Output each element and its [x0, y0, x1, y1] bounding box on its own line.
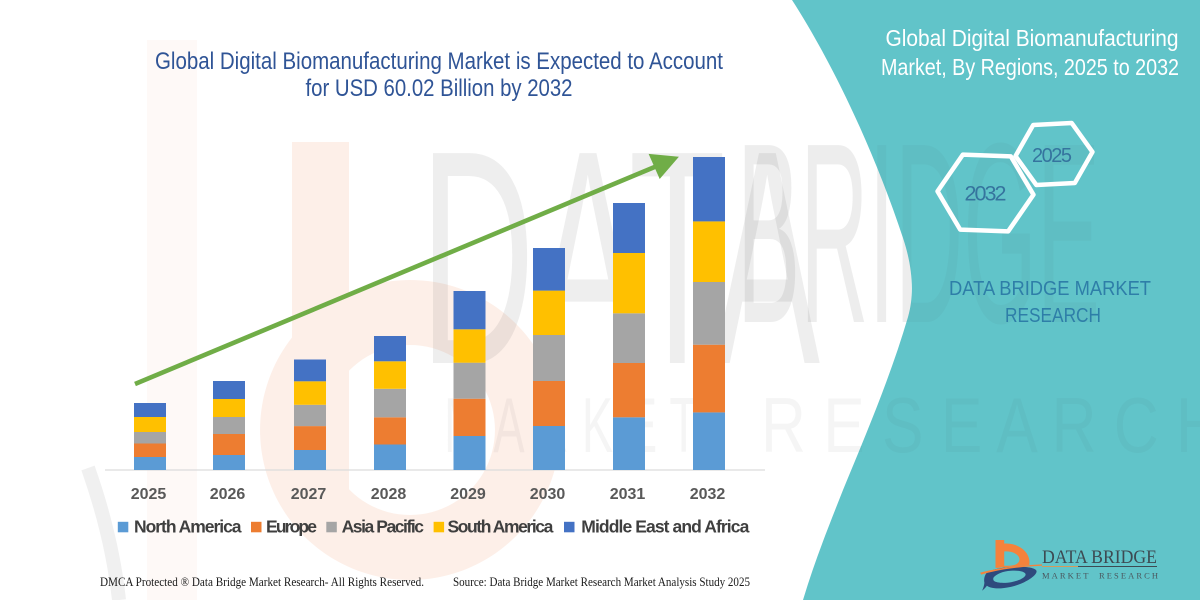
svg-text:South America: South America: [448, 517, 554, 537]
svg-text:2025: 2025: [131, 486, 167, 503]
svg-text:DATA BRIDGE MARKET: DATA BRIDGE MARKET: [949, 278, 1151, 300]
svg-text:2027: 2027: [291, 486, 327, 503]
svg-text:2031: 2031: [610, 486, 646, 503]
svg-text:for USD 60.02 Billion by 2032: for USD 60.02 Billion by 2032: [306, 75, 573, 102]
svg-text:Middle East and Africa: Middle East and Africa: [581, 517, 749, 537]
svg-text:2025: 2025: [1032, 145, 1072, 167]
svg-text:Europe: Europe: [266, 517, 317, 537]
svg-text:Asia Pacific: Asia Pacific: [342, 517, 425, 537]
svg-text:RESEARCH: RESEARCH: [1005, 305, 1101, 327]
svg-text:Market, By Regions, 2025 to 20: Market, By Regions, 2025 to 2032: [881, 54, 1179, 80]
svg-text:2032: 2032: [965, 182, 1007, 206]
svg-text:MARKET RESEARCH: MARKET RESEARCH: [1042, 571, 1160, 581]
svg-text:2029: 2029: [450, 486, 486, 503]
svg-text:Global Digital Biomanufacturin: Global Digital Biomanufacturing: [886, 25, 1179, 51]
svg-text:DMCA Protected ® Data Bridge M: DMCA Protected ® Data Bridge Market Rese…: [100, 574, 424, 589]
svg-text:2026: 2026: [210, 486, 246, 503]
svg-text:2032: 2032: [690, 486, 726, 503]
svg-text:Source: Data Bridge Market Res: Source: Data Bridge Market Research Mark…: [453, 574, 750, 589]
svg-text:2030: 2030: [530, 486, 566, 503]
svg-text:M A R K E T: M A R K E T: [444, 381, 698, 469]
svg-text:DATA BRIDGE: DATA BRIDGE: [1042, 548, 1157, 568]
svg-text:Global Digital Biomanufacturin: Global Digital Biomanufacturing Market i…: [155, 48, 723, 75]
svg-text:North America: North America: [134, 517, 242, 537]
svg-text:2028: 2028: [371, 486, 407, 503]
